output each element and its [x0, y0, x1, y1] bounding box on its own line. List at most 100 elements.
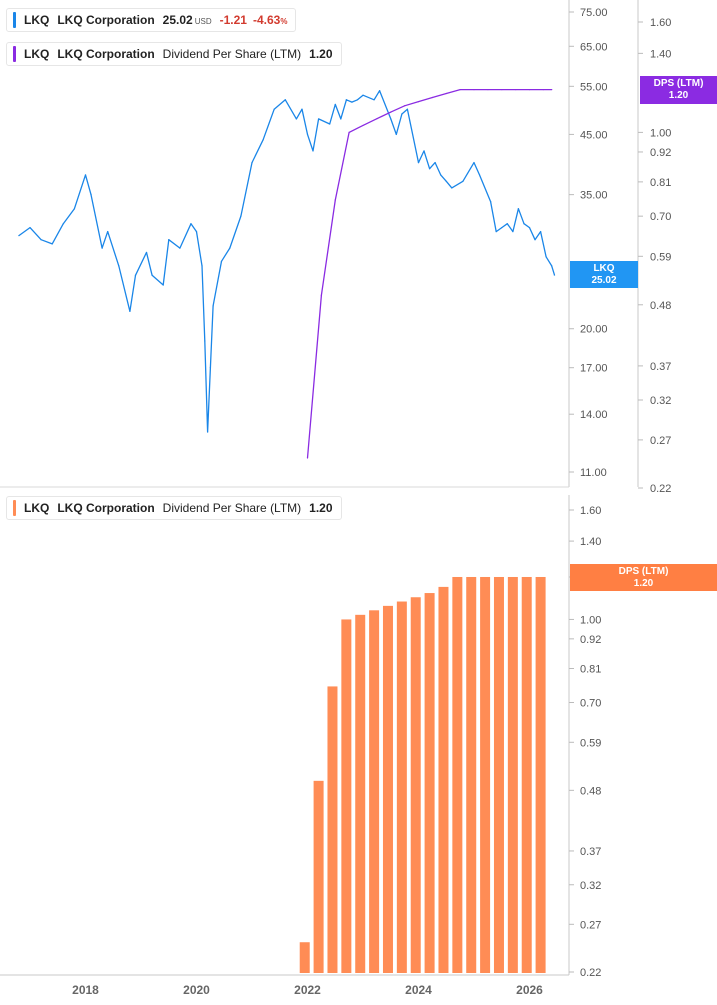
price-line[interactable]: [18, 90, 556, 433]
price-point: [495, 230, 497, 233]
price-point: [334, 103, 336, 106]
price-badge-ticker: LKQ: [593, 263, 615, 274]
price-point: [490, 200, 492, 203]
bar-axis-tick: 0.59: [580, 737, 601, 749]
price-point: [345, 99, 347, 101]
price-point: [29, 227, 31, 229]
legend-company: LKQ Corporation: [57, 501, 155, 515]
legend-dps-top[interactable]: LKQ LKQ Corporation Dividend Per Share (…: [6, 42, 342, 66]
price-point: [134, 274, 137, 276]
dps-bar[interactable]: [313, 780, 324, 973]
dps-axis-tick: 0.48: [650, 300, 671, 312]
dps-point: [528, 88, 531, 91]
dps-badge-value: 1.20: [633, 578, 654, 589]
dps-badge-value: 1.20: [668, 90, 689, 101]
price-point: [440, 174, 442, 176]
price-point: [429, 168, 431, 170]
legend-metric: Dividend Per Share (LTM): [162, 501, 302, 515]
price-point: [129, 310, 131, 313]
dps-bar[interactable]: [369, 610, 380, 973]
price-point: [306, 133, 309, 136]
dps-point: [487, 88, 489, 91]
price-point: [406, 108, 408, 110]
dps-bar[interactable]: [438, 586, 449, 973]
price-point: [40, 239, 42, 241]
dps-badge-label: DPS (LTM): [653, 78, 704, 89]
dps-line[interactable]: [306, 88, 552, 459]
legend-company: LKQ Corporation: [57, 13, 155, 27]
dps-badge-label: DPS (LTM): [618, 566, 669, 577]
price-point: [379, 90, 381, 92]
price-point: [512, 230, 514, 233]
x-axis-tick: 2018: [72, 983, 99, 997]
dps-axis-tick: 0.70: [650, 211, 671, 223]
dps-bar[interactable]: [452, 576, 463, 973]
bar-axis-tick: 0.22: [580, 967, 601, 979]
price-point: [528, 227, 531, 229]
bar-axis-tick: 0.70: [580, 697, 601, 709]
dps-bar[interactable]: [327, 686, 338, 973]
dps-bar[interactable]: [410, 597, 421, 973]
dps-point: [459, 88, 461, 91]
x-axis-tick: 2022: [294, 983, 321, 997]
price-point: [284, 99, 286, 101]
dps-bar[interactable]: [521, 576, 532, 973]
bar-axis-tick: 0.81: [580, 664, 601, 676]
price-point: [373, 99, 375, 101]
price-point: [301, 108, 303, 110]
price-point: [551, 265, 553, 267]
price-point: [240, 215, 242, 217]
dps-axis-tick: 0.22: [650, 483, 671, 495]
price-point: [151, 274, 153, 276]
dps-point: [390, 111, 392, 113]
dps-bar[interactable]: [382, 605, 393, 973]
dps-bar[interactable]: [355, 614, 366, 973]
dps-bar[interactable]: [396, 601, 407, 973]
dps-point: [306, 457, 309, 459]
legend-dps-bottom[interactable]: LKQ LKQ Corporation Dividend Per Share (…: [6, 496, 342, 520]
dps-point: [348, 131, 350, 133]
dps-bar[interactable]: [493, 576, 504, 973]
price-point: [273, 108, 275, 110]
dps-bar[interactable]: [507, 576, 518, 973]
price-point: [318, 118, 320, 120]
bar-axis-tick: 1.00: [580, 614, 601, 626]
dps-point: [551, 88, 553, 91]
dps-axis-tick: 0.92: [650, 147, 671, 159]
dps-bar[interactable]: [535, 576, 546, 973]
legend-price-value: 25.02: [162, 13, 193, 27]
bar-axis-tick: 1.60: [580, 505, 601, 517]
price-point: [506, 223, 508, 225]
price-point: [390, 118, 392, 120]
price-point: [168, 239, 170, 241]
legend-metric: Dividend Per Share (LTM): [162, 47, 302, 61]
dps-badge-bottom: DPS (LTM) 1.20: [570, 564, 717, 591]
legend-price[interactable]: LKQ LKQ Corporation 25.02 USD -1.21 -4.6…: [6, 8, 297, 32]
legend-dps-value: 1.20: [309, 47, 333, 61]
dps-bar[interactable]: [466, 576, 477, 973]
price-point: [445, 180, 447, 182]
bar-axis-tick: 0.48: [580, 785, 601, 797]
dps-axis-tick: 0.81: [650, 177, 671, 189]
price-point: [356, 99, 359, 101]
price-point: [517, 208, 520, 210]
legend-ticker: LKQ: [24, 501, 50, 515]
price-axis-tick: 20.00: [580, 324, 608, 336]
dps-point: [376, 118, 378, 120]
legend-currency: USD: [194, 16, 212, 26]
price-point: [190, 223, 192, 225]
dps-bar[interactable]: [341, 619, 352, 973]
legend-dps-bar-color: [13, 500, 16, 516]
dps-bar[interactable]: [424, 593, 435, 973]
dps-axis-tick: 1.00: [650, 127, 671, 139]
dps-bar[interactable]: [299, 942, 310, 973]
price-point: [451, 187, 453, 189]
price-point: [84, 174, 87, 176]
legend-dps-value: 1.20: [309, 501, 333, 515]
price-axis-tick: 45.00: [580, 129, 608, 141]
price-point: [540, 230, 542, 233]
dps-bar[interactable]: [480, 576, 491, 973]
price-point: [553, 274, 556, 276]
legend-company: LKQ Corporation: [57, 47, 155, 61]
